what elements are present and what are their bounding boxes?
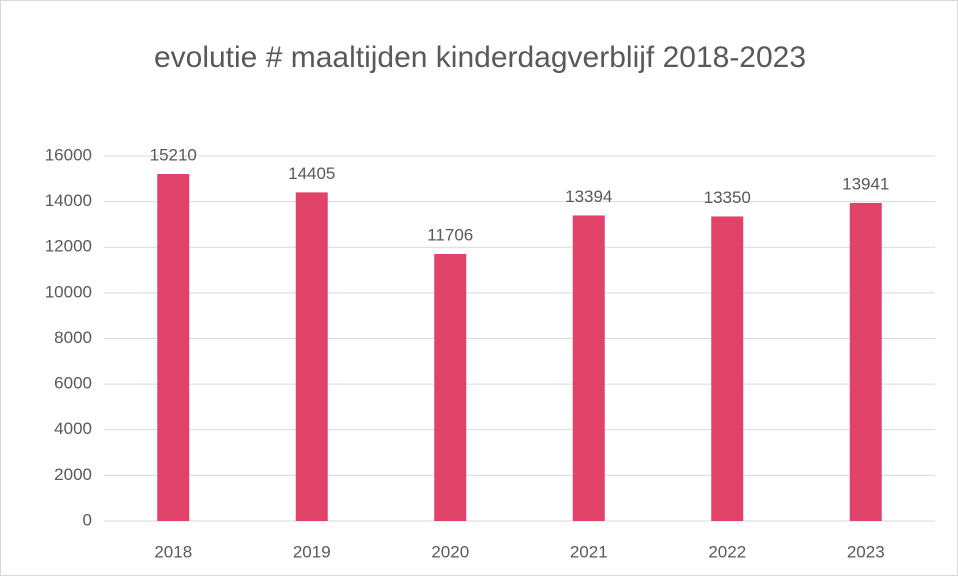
y-tick-label: 4000: [54, 419, 92, 438]
x-tick-label: 2019: [293, 542, 331, 561]
bar: [295, 192, 328, 522]
data-label: 13394: [565, 187, 612, 206]
x-tick-label: 2020: [431, 542, 469, 561]
y-tick-label: 10000: [45, 282, 92, 301]
y-tick-label: 0: [83, 510, 92, 529]
bar: [572, 215, 605, 521]
data-label: 11706: [427, 225, 473, 244]
bar: [434, 253, 467, 521]
y-tick-label: 2000: [54, 465, 92, 484]
y-tick-label: 14000: [45, 191, 92, 210]
bar: [711, 216, 744, 521]
x-tick-label: 2021: [570, 542, 608, 561]
bar: [157, 174, 190, 521]
y-tick-label: 8000: [54, 328, 92, 347]
data-label: 15210: [150, 146, 197, 165]
data-label: 14405: [288, 164, 335, 183]
y-tick-label: 6000: [54, 374, 92, 393]
chart-title: evolutie # maaltijden kinderdagverblijf …: [153, 41, 807, 74]
y-tick-label: 12000: [45, 237, 92, 256]
bar: [849, 202, 882, 521]
x-tick-label: 2023: [847, 542, 885, 561]
data-label: 13941: [842, 174, 889, 193]
data-label: 13350: [704, 188, 751, 207]
x-tick-label: 2022: [708, 542, 746, 561]
y-tick-label: 16000: [45, 145, 92, 164]
x-tick-label: 2018: [154, 542, 192, 561]
